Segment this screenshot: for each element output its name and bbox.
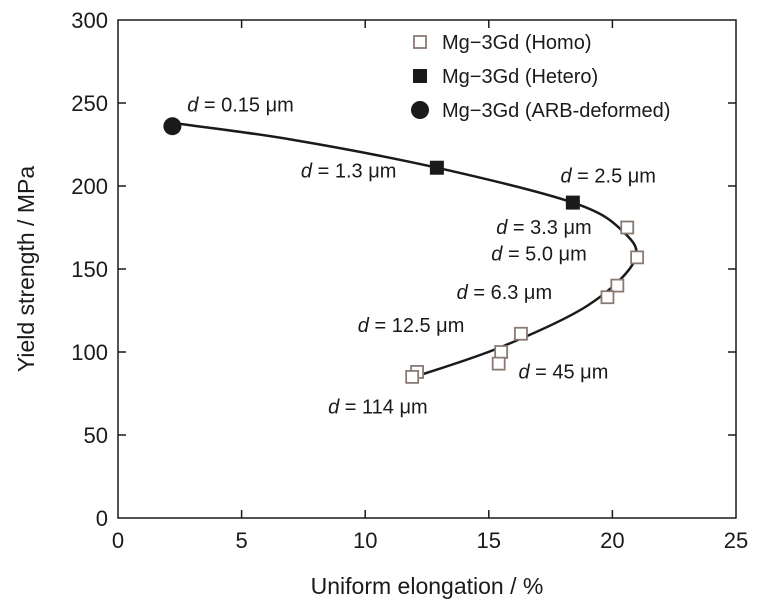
y-tick-label: 300 — [71, 8, 108, 33]
grain-size-value: = 114 μm — [339, 396, 427, 418]
grain-size-value: = 45 μm — [530, 362, 609, 384]
y-axis-title: Yield strength / MPa — [13, 166, 39, 372]
grain-size-value: = 6.3 μm — [468, 282, 552, 304]
data-point — [565, 195, 580, 210]
y-tick-label: 50 — [84, 423, 108, 448]
legend-marker — [411, 101, 429, 119]
grain-size-label: d = 12.5 μm — [358, 315, 465, 337]
data-point — [491, 356, 506, 371]
grain-size-symbol: d — [491, 244, 503, 266]
data-point — [514, 326, 528, 341]
grain-size-symbol: d — [301, 161, 313, 183]
data-point — [494, 345, 509, 359]
x-tick-label: 15 — [477, 528, 501, 553]
grain-size-label: d = 6.3 μm — [457, 282, 552, 304]
trend-curve — [172, 121, 638, 379]
grain-size-symbol: d — [457, 282, 469, 304]
y-tick-label: 0 — [96, 506, 108, 531]
data-point — [429, 160, 444, 175]
data-point — [600, 290, 615, 305]
data-point — [620, 220, 635, 235]
grain-size-symbol: d — [328, 396, 340, 418]
x-tick-label: 5 — [235, 528, 247, 553]
grain-size-label: d = 1.3 μm — [301, 161, 396, 183]
grain-size-label: d = 45 μm — [518, 362, 608, 384]
grain-size-label: d = 2.5 μm — [560, 166, 655, 188]
legend-marker — [413, 69, 427, 83]
grain-size-symbol: d — [187, 94, 199, 116]
grain-size-value: = 12.5 μm — [369, 315, 464, 337]
y-tick-label: 200 — [71, 174, 108, 199]
data-point — [610, 278, 625, 293]
data-point — [405, 369, 420, 384]
grain-size-annotations: d = 0.15 μmd = 1.3 μm d = 2.5 μmd = 3.3 μ… — [187, 94, 656, 418]
data-point — [163, 117, 182, 136]
x-axis-title: Uniform elongation / % — [311, 573, 544, 599]
grain-size-symbol: d — [560, 166, 572, 188]
grain-size-value: = 2.5 μm — [572, 166, 656, 188]
legend-label: Mg−3Gd (Homo) — [442, 32, 592, 54]
grain-size-value: = 1.3 μm — [312, 161, 396, 183]
grain-size-label: d = 0.15 μm — [187, 94, 294, 116]
grain-size-symbol: d — [496, 217, 508, 239]
data-point — [630, 250, 645, 265]
grain-size-value: = 0.15 μm — [198, 94, 293, 116]
x-tick-label: 10 — [353, 528, 377, 553]
grain-size-symbol: d — [518, 362, 530, 384]
legend: Mg−3Gd (Homo) Mg−3Gd (Hetero) Mg−3Gd (ARB-… — [411, 32, 670, 122]
axis-ticks — [118, 20, 736, 518]
y-tick-label: 150 — [71, 257, 108, 282]
legend-label: Mg−3Gd (Hetero) — [442, 66, 598, 88]
data-points — [163, 117, 645, 384]
grain-size-label: d = 5.0 μm — [491, 244, 586, 266]
legend-label: Mg−3Gd (ARB-deformed) — [442, 100, 670, 122]
grain-size-label: d = 114 μm — [328, 396, 428, 418]
y-tick-label: 100 — [71, 340, 108, 365]
grain-size-symbol: d — [358, 315, 370, 337]
grain-size-value: = 3.3 μm — [507, 217, 591, 239]
x-tick-label: 25 — [724, 528, 748, 553]
y-tick-label: 250 — [71, 91, 108, 116]
x-tick-label: 20 — [600, 528, 624, 553]
legend-marker — [413, 35, 427, 49]
x-tick-label: 0 — [112, 528, 124, 553]
grain-size-value: = 5.0 μm — [502, 244, 586, 266]
grain-size-label: d = 3.3 μm — [496, 217, 591, 239]
